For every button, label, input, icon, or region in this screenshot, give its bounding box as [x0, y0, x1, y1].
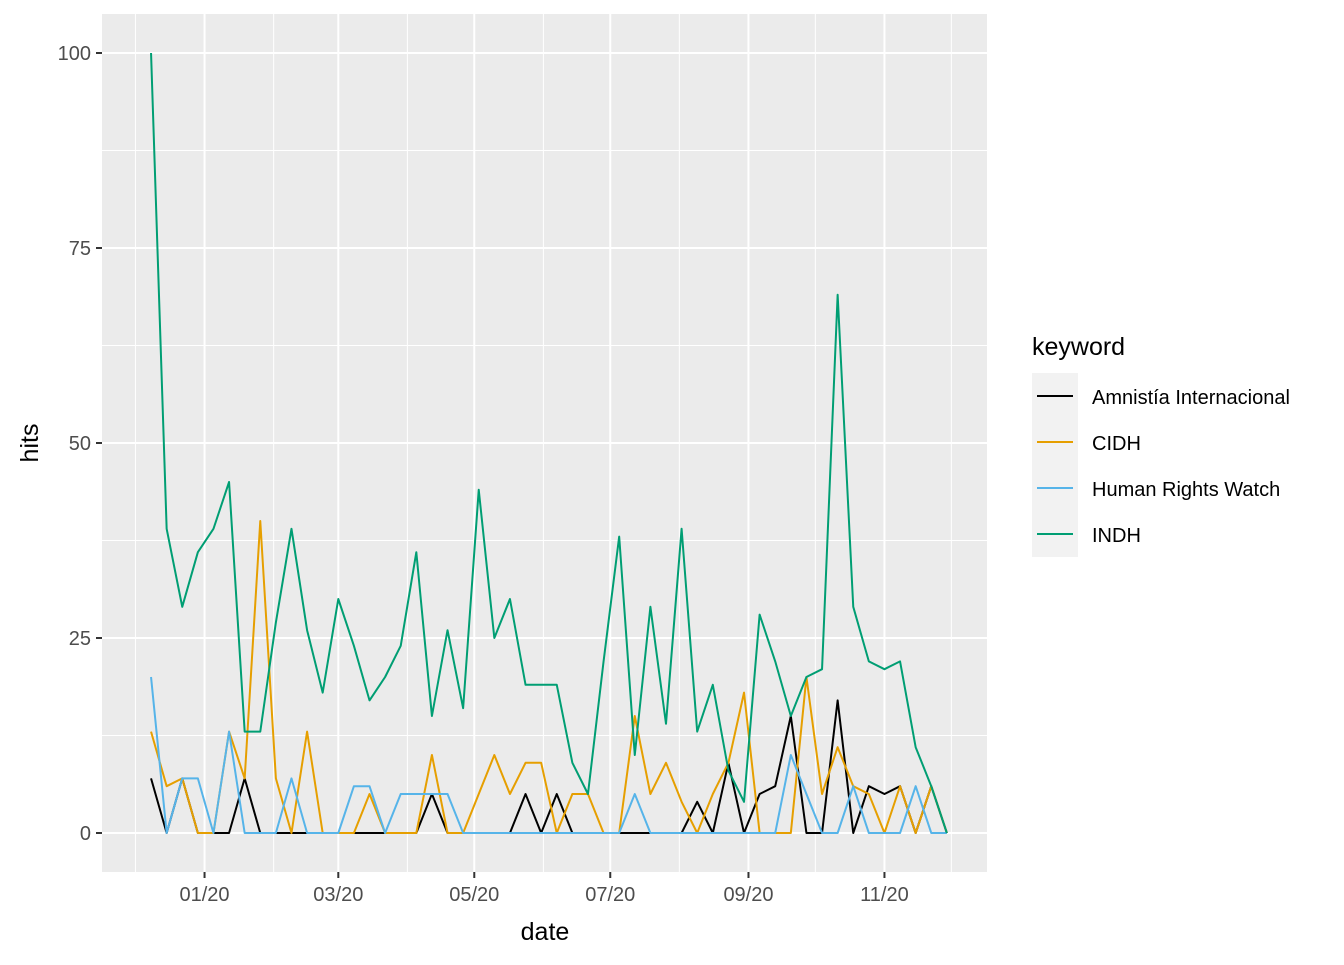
- x-tick-label: 11/20: [860, 884, 909, 906]
- x-tick-label: 07/20: [585, 884, 635, 906]
- series-line-indh: [150, 52, 948, 834]
- y-tick-label: 100: [58, 43, 91, 65]
- y-axis: 0 25 50 75 100: [58, 43, 102, 845]
- y-tick-label: 0: [80, 823, 91, 845]
- x-tick-label: 05/20: [449, 884, 499, 906]
- x-tick-label: 03/20: [313, 884, 363, 906]
- legend-label: Human Rights Watch: [1092, 479, 1280, 501]
- legend-label: Amnistía Internacional: [1092, 387, 1290, 409]
- y-tick-label: 75: [69, 238, 91, 260]
- legend-item: CIDH: [1032, 419, 1141, 465]
- x-tick-label: 09/20: [723, 884, 773, 906]
- legend-item: INDH: [1032, 511, 1141, 557]
- x-axis-title: date: [521, 918, 570, 946]
- x-axis: 01/20 03/20 05/20 07/20 09/20 11/20: [180, 872, 909, 906]
- legend-label: INDH: [1092, 525, 1141, 547]
- legend: keyword Amnistía Internacional CIDH Human …: [1032, 333, 1290, 557]
- y-axis-title: hits: [16, 424, 44, 463]
- legend-label: CIDH: [1092, 433, 1141, 455]
- series-line-human-rights-watch: [150, 676, 947, 834]
- legend-keys: Amnistía Internacional CIDH Human Rights W…: [1032, 373, 1290, 557]
- major-gridlines: [102, 14, 987, 872]
- legend-item: Amnistía Internacional: [1032, 373, 1290, 419]
- series-line-amnistia-internacional: [150, 699, 948, 834]
- y-tick-label: 25: [69, 628, 91, 650]
- y-tick-label: 50: [69, 433, 91, 455]
- series-lines: [150, 52, 948, 834]
- legend-item: Human Rights Watch: [1032, 465, 1280, 511]
- legend-title: keyword: [1032, 333, 1125, 361]
- x-tick-label: 01/20: [180, 884, 230, 906]
